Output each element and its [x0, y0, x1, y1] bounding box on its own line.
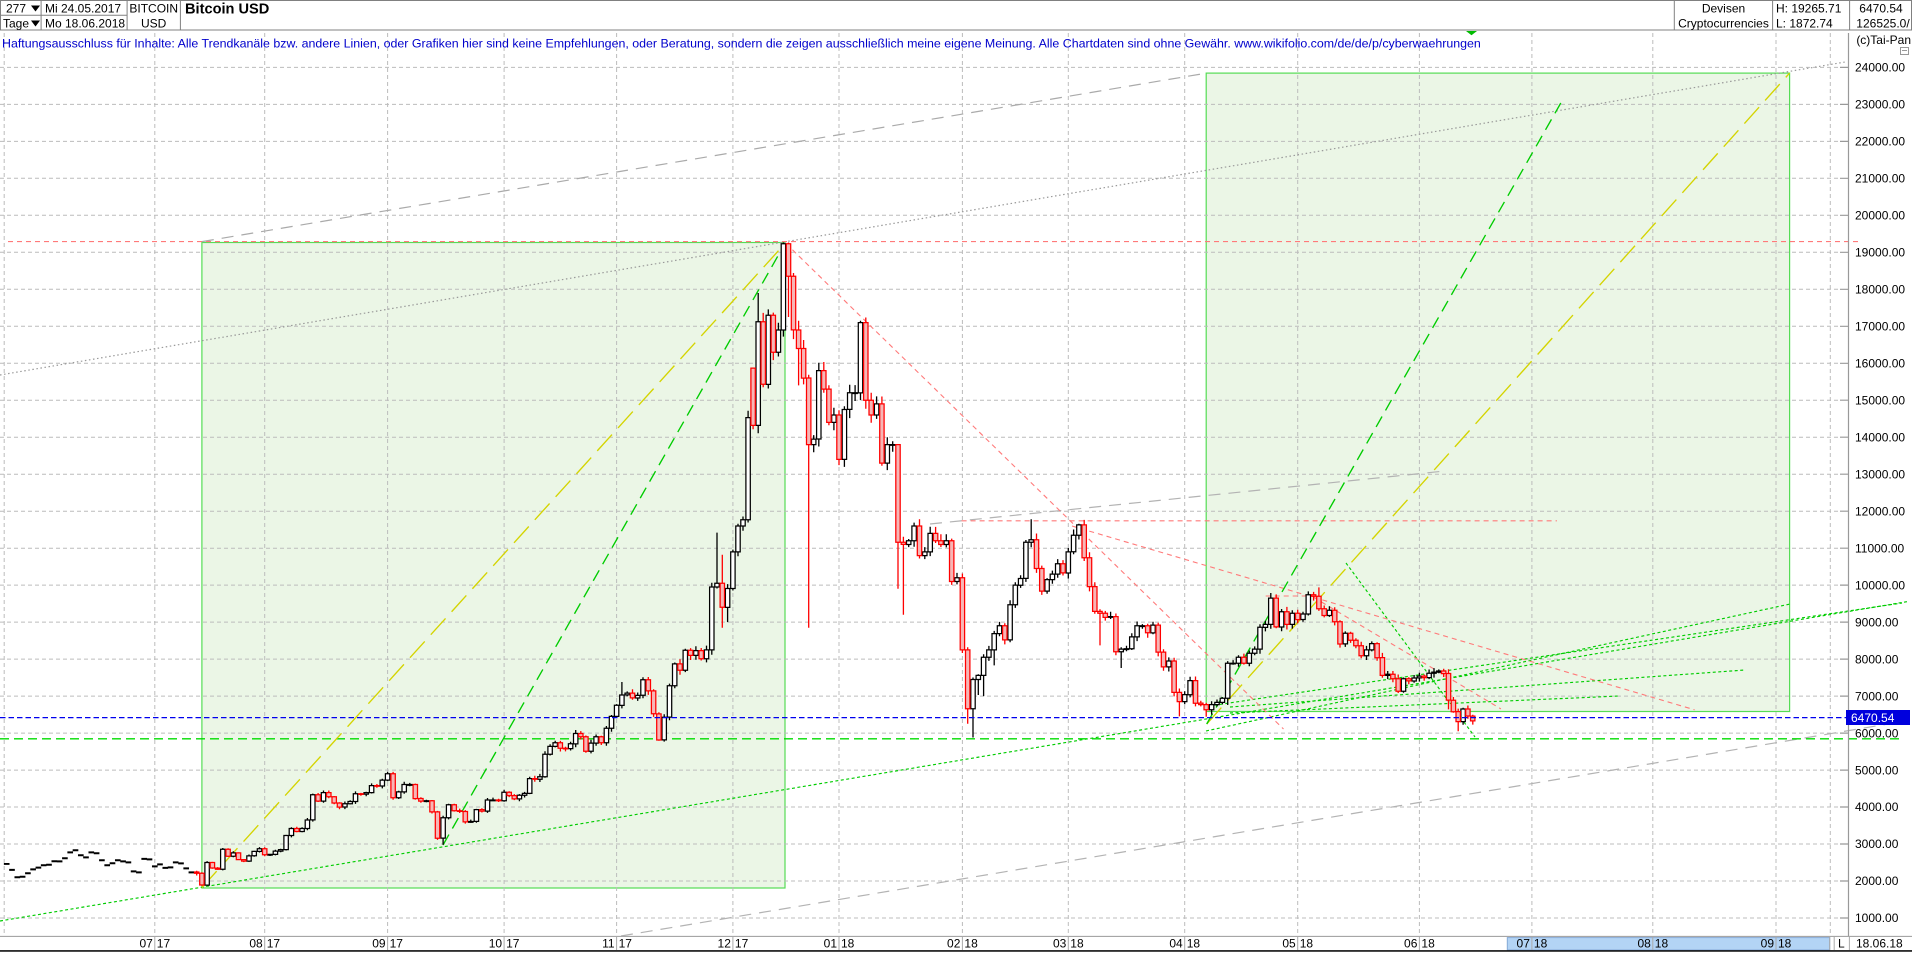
svg-text:5000.00: 5000.00: [1855, 763, 1899, 777]
svg-text:2000.00: 2000.00: [1855, 874, 1899, 888]
svg-text:18: 18: [1534, 937, 1548, 951]
svg-text:17: 17: [619, 937, 633, 951]
svg-text:17000.00: 17000.00: [1855, 320, 1905, 334]
svg-text:07: 07: [1517, 937, 1531, 951]
svg-text:05: 05: [1282, 937, 1296, 951]
svg-text:09: 09: [1761, 937, 1775, 951]
svg-text:24000.00: 24000.00: [1855, 61, 1905, 75]
svg-text:277: 277: [6, 1, 26, 15]
svg-text:21000.00: 21000.00: [1855, 172, 1905, 186]
svg-text:22000.00: 22000.00: [1855, 135, 1905, 149]
svg-text:9000.00: 9000.00: [1855, 615, 1899, 629]
svg-text:1000.00: 1000.00: [1855, 911, 1899, 925]
svg-text:17: 17: [390, 937, 404, 951]
svg-text:18: 18: [1655, 937, 1669, 951]
svg-text:15000.00: 15000.00: [1855, 393, 1905, 407]
svg-text:L: L: [1838, 937, 1845, 951]
svg-text:12: 12: [718, 937, 732, 951]
svg-text:17: 17: [157, 937, 171, 951]
svg-text:6000.00: 6000.00: [1855, 726, 1899, 740]
svg-text:08: 08: [1637, 937, 1651, 951]
svg-text:06: 06: [1404, 937, 1418, 951]
svg-text:18: 18: [1070, 937, 1084, 951]
svg-text:18.06.18: 18.06.18: [1856, 937, 1903, 951]
svg-text:Tage: Tage: [3, 16, 29, 30]
svg-text:07: 07: [139, 937, 153, 951]
svg-text:Cryptocurrencies: Cryptocurrencies: [1678, 16, 1769, 30]
svg-text:Bitcoin USD: Bitcoin USD: [185, 2, 269, 18]
svg-text:8000.00: 8000.00: [1855, 652, 1899, 666]
svg-text:17: 17: [735, 937, 749, 951]
svg-text:11: 11: [602, 937, 615, 951]
svg-text:USD: USD: [141, 16, 167, 30]
svg-text:08: 08: [249, 937, 263, 951]
svg-text:L: 1872.74: L: 1872.74: [1776, 16, 1833, 30]
svg-text:4000.00: 4000.00: [1855, 800, 1899, 814]
svg-text:17: 17: [267, 937, 281, 951]
svg-text:18: 18: [1421, 937, 1435, 951]
svg-text:12000.00: 12000.00: [1855, 504, 1905, 518]
svg-text:09: 09: [372, 937, 386, 951]
svg-text:18: 18: [964, 937, 978, 951]
svg-text:03: 03: [1053, 937, 1067, 951]
svg-text:11000.00: 11000.00: [1855, 541, 1904, 555]
svg-text:18: 18: [1187, 937, 1201, 951]
svg-text:13000.00: 13000.00: [1855, 467, 1905, 481]
svg-text:23000.00: 23000.00: [1855, 98, 1905, 112]
svg-text:14000.00: 14000.00: [1855, 430, 1905, 444]
svg-text:3000.00: 3000.00: [1855, 837, 1899, 851]
svg-text:19000.00: 19000.00: [1855, 246, 1905, 260]
svg-text:20000.00: 20000.00: [1855, 209, 1905, 223]
svg-text:18000.00: 18000.00: [1855, 283, 1905, 297]
svg-text:H: 19265.71: H: 19265.71: [1776, 1, 1842, 15]
svg-text:16000.00: 16000.00: [1855, 357, 1905, 371]
svg-text:(c)Tai-Pan: (c)Tai-Pan: [1856, 33, 1911, 47]
svg-text:Devisen: Devisen: [1702, 1, 1745, 15]
svg-text:18: 18: [841, 937, 855, 951]
svg-text:02: 02: [947, 937, 961, 951]
svg-text:10000.00: 10000.00: [1855, 578, 1905, 592]
svg-text:6470.54: 6470.54: [1851, 711, 1895, 725]
svg-text:6470.54: 6470.54: [1859, 1, 1903, 15]
svg-text:18: 18: [1778, 937, 1792, 951]
svg-text:10: 10: [489, 937, 503, 951]
svg-text:04: 04: [1169, 937, 1183, 951]
svg-text:BITCOIN: BITCOIN: [129, 1, 178, 15]
svg-text:17: 17: [506, 937, 520, 951]
svg-text:01: 01: [824, 937, 838, 951]
svg-text:Mo 18.06.2018: Mo 18.06.2018: [45, 16, 125, 30]
svg-text:Mi 24.05.2017: Mi 24.05.2017: [45, 1, 121, 15]
svg-text:7000.00: 7000.00: [1855, 689, 1899, 703]
svg-text:Haftungsausschluss für Inhalte: Haftungsausschluss für Inhalte: Alle Tre…: [2, 37, 1481, 51]
svg-text:18: 18: [1300, 937, 1314, 951]
svg-text:126525.0/: 126525.0/: [1856, 16, 1910, 30]
